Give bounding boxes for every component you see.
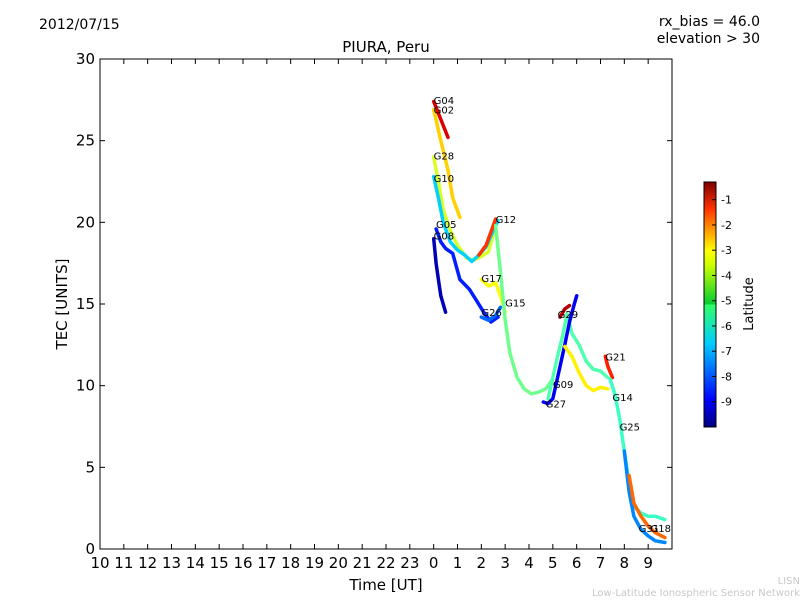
x-tick-label: 16 — [233, 554, 252, 572]
y-tick-label: 30 — [76, 50, 95, 68]
series-layer — [431, 99, 667, 545]
colorbar-ticks: -1 -2 -3 -4 -5 -6 -7 -8 -9 — [712, 194, 732, 409]
label-G31: G31 — [639, 524, 659, 535]
footer-network: Low-Latitude Ionospheric Sensor Network — [592, 588, 800, 599]
x-tick-label: 12 — [138, 554, 157, 572]
x-tick-label: 17 — [257, 554, 276, 572]
label-G08: G08 — [434, 231, 454, 242]
colorbar-tick-label: -8 — [721, 370, 732, 383]
colorbar-gradient — [703, 181, 717, 428]
colorbar-tick-label: -3 — [721, 244, 732, 257]
label-G28: G28 — [434, 151, 454, 162]
x-tick-label: 13 — [162, 554, 181, 572]
label-G15: G15 — [505, 298, 525, 309]
label-G09: G09 — [553, 380, 573, 391]
x-tick-label: 6 — [572, 554, 582, 572]
x-tick-label: 4 — [524, 554, 534, 572]
x-tick-label: 10 — [90, 554, 109, 572]
y-axis-label: TEC [UNITS] — [53, 259, 71, 351]
x-tick-label: 14 — [186, 554, 205, 572]
colorbar-tick-label: -6 — [721, 320, 732, 333]
series-G18 — [627, 473, 667, 540]
label-G02: G02 — [434, 106, 454, 117]
x-tick-label: 18 — [281, 554, 300, 572]
y-tick-label: 20 — [76, 213, 95, 231]
label-G10: G10 — [434, 174, 454, 185]
y-tick-label: 15 — [76, 295, 95, 313]
x-tick-label: 9 — [643, 554, 653, 572]
colorbar-label: Latitude — [742, 277, 757, 331]
series-G29 — [558, 303, 572, 319]
label-G27: G27 — [546, 400, 566, 411]
series-G14 — [563, 344, 610, 393]
series-G21 — [603, 354, 615, 380]
y-tick-label: 5 — [85, 458, 95, 476]
series-G26 — [479, 305, 503, 323]
x-tick-label: 1 — [453, 554, 463, 572]
chart-title: PIURA, Peru — [342, 38, 429, 56]
x-tick-label: 23 — [400, 554, 419, 572]
y-tick-label: 10 — [76, 377, 95, 395]
elevation-label: elevation > 30 — [656, 31, 760, 47]
series-G05 — [434, 227, 500, 324]
footer-lisn: LISN — [777, 576, 800, 587]
x-tick-label: 5 — [548, 554, 558, 572]
x-axis-label: Time [UT] — [348, 576, 422, 594]
y-tick-label: 0 — [85, 540, 95, 558]
label-G21: G21 — [605, 352, 625, 363]
label-G12: G12 — [496, 215, 516, 226]
x-tick-label: 11 — [114, 554, 133, 572]
label-G17: G17 — [481, 274, 501, 285]
label-G04: G04 — [434, 96, 454, 107]
x-axis: 10 11 12 13 14 15 16 17 18 19 20 21 22 23 0 1 2 3 4 5 6 7 8 9 — [90, 59, 653, 572]
colorbar-tick-label: -5 — [721, 295, 732, 308]
x-tick-label: 8 — [620, 554, 630, 572]
rx-bias-label: rx_bias = 46.0 — [658, 14, 760, 30]
colorbar: -1 -2 -3 -4 -5 -6 -7 -8 -9 Latitude — [703, 181, 757, 428]
x-tick-label: 7 — [596, 554, 606, 572]
x-tick-label: 20 — [329, 554, 348, 572]
x-tick-label: 2 — [477, 554, 487, 572]
colorbar-tick-label: -7 — [721, 345, 732, 358]
series-G02 — [431, 107, 462, 220]
x-tick-label: 21 — [353, 554, 372, 572]
label-G25: G25 — [620, 423, 640, 434]
x-tick-label: 15 — [210, 554, 229, 572]
series-G08 — [431, 236, 448, 314]
colorbar-tick-label: -1 — [721, 194, 732, 207]
x-tick-label: 19 — [305, 554, 324, 572]
colorbar-tick-label: -9 — [721, 396, 732, 409]
series-G15 — [493, 223, 555, 396]
colorbar-tick-label: -2 — [721, 219, 732, 232]
x-tick-label: 22 — [376, 554, 395, 572]
date-label: 2012/07/15 — [39, 17, 120, 33]
label-G14: G14 — [612, 393, 632, 404]
x-tick-label: 3 — [500, 554, 510, 572]
y-axis: 0 5 10 15 20 25 30 — [76, 50, 672, 558]
series-G27 — [541, 294, 579, 406]
series-G04 — [431, 99, 450, 140]
colorbar-tick-label: -4 — [721, 269, 732, 282]
series-G31 — [622, 449, 667, 545]
series-G09 — [546, 312, 610, 401]
series-G12 — [477, 217, 498, 257]
plot-frame — [99, 58, 673, 550]
label-G18: G18 — [651, 524, 671, 535]
label-G26: G26 — [481, 308, 501, 319]
bias-elevation-info: rx_bias = 46.0 elevation > 30 — [657, 14, 760, 48]
label-G29: G29 — [558, 310, 578, 321]
y-tick-label: 25 — [76, 132, 95, 150]
x-tick-label: 0 — [429, 554, 439, 572]
footer-credit: LISN Low-Latitude Ionospheric Sensor Net… — [592, 576, 800, 600]
label-G05: G05 — [436, 220, 456, 231]
